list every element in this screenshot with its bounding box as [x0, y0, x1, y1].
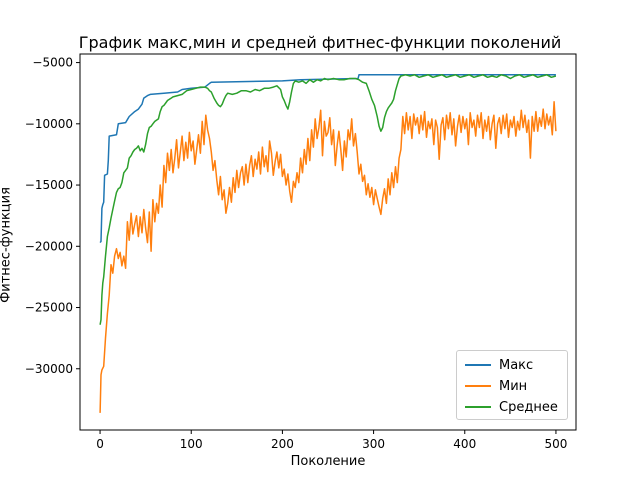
y-tick-label: −30000	[25, 362, 73, 376]
x-tick-label: 500	[544, 437, 567, 451]
x-tick-label: 0	[96, 437, 104, 451]
y-tick-label: −25000	[25, 301, 73, 315]
legend-label-min: Мин	[499, 378, 528, 394]
series-layer	[99, 74, 557, 413]
y-tick-label: −5000	[32, 56, 73, 70]
legend-swatch-mean	[465, 406, 491, 408]
legend-label-mean: Среднее	[499, 399, 558, 415]
axes-frame	[79, 53, 577, 431]
legend-swatch-min	[465, 385, 491, 387]
legend: Макс Мин Среднее	[456, 350, 568, 420]
tick-layer: 0 100 200 300 400 500 −30000 −25000 −20000 −15000…	[25, 56, 568, 451]
legend-item-min: Мин	[465, 377, 527, 395]
series-line-mean	[99, 74, 557, 325]
x-axis-label: Поколение	[290, 454, 366, 469]
legend-label-max: Макс	[499, 357, 534, 373]
chart-title: График макс,мин и средней фитнес-функции…	[78, 33, 562, 52]
x-tick-label: 200	[271, 437, 294, 451]
legend-item-max: Макс	[465, 356, 533, 374]
x-tick-label: 100	[180, 437, 203, 451]
series-line-max	[99, 74, 556, 244]
y-axis-label: Фитнес-функция	[0, 187, 14, 303]
x-tick-label: 300	[362, 437, 385, 451]
y-tick-label: −20000	[25, 239, 73, 253]
legend-swatch-max	[465, 364, 491, 366]
y-tick-label: −15000	[25, 178, 73, 192]
series-line-min	[99, 101, 557, 413]
legend-item-mean: Среднее	[465, 398, 558, 416]
y-tick-label: −10000	[25, 117, 73, 131]
x-tick-label: 400	[453, 437, 476, 451]
